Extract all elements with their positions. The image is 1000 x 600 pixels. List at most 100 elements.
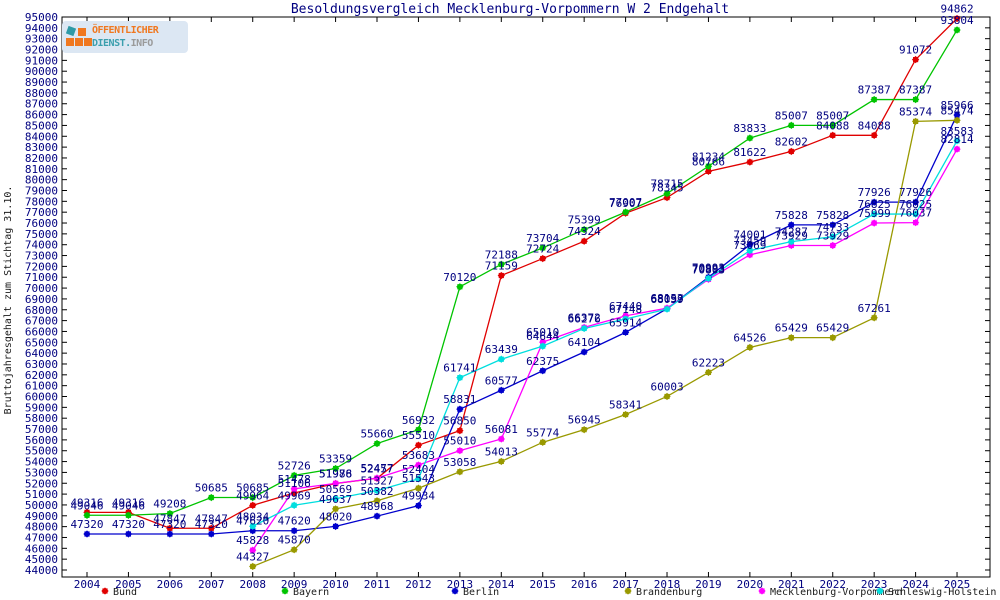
point-label-bayern: 50685 bbox=[195, 482, 228, 495]
point-label-bund: 49316 bbox=[112, 496, 145, 509]
point-label-bayern: 56932 bbox=[402, 414, 435, 427]
point-label-brandenburg: 56945 bbox=[568, 414, 601, 427]
point-label-bund: 78345 bbox=[650, 182, 683, 195]
point-label-berlin: 47320 bbox=[112, 518, 145, 531]
point-label-bayern: 52726 bbox=[278, 459, 311, 472]
point-label-mecklenburg-vorpommern: 51478 bbox=[278, 473, 311, 486]
y-tick-label: 48000 bbox=[25, 521, 58, 534]
x-tick-label: 2004 bbox=[74, 578, 101, 591]
data-point-mecklenburg-vorpommern bbox=[331, 479, 340, 488]
data-point-brandenburg bbox=[580, 425, 588, 434]
point-label-bayern: 83833 bbox=[733, 122, 766, 135]
y-tick-label: 65000 bbox=[25, 336, 58, 349]
point-label-bund: 47847 bbox=[153, 512, 186, 525]
data-point-mecklenburg-vorpommern bbox=[497, 435, 505, 443]
point-label-bayern: 85007 bbox=[816, 109, 849, 122]
legend-item-bund: Bund bbox=[101, 587, 137, 598]
logo-squares-icon bbox=[65, 25, 92, 49]
data-point-brandenburg bbox=[621, 410, 630, 419]
point-label-bund: 49964 bbox=[236, 489, 269, 502]
y-tick-label: 58000 bbox=[25, 412, 58, 425]
y-tick-label: 74000 bbox=[25, 239, 58, 252]
data-point-bund bbox=[539, 254, 547, 263]
data-point-bayern bbox=[456, 283, 464, 291]
series-line-mecklenburg-vorpommern bbox=[252, 148, 958, 551]
y-tick-label: 88000 bbox=[25, 87, 58, 100]
point-label-bund: 91072 bbox=[899, 44, 932, 57]
x-tick-label: 2006 bbox=[157, 578, 184, 591]
point-label-bund: 80766 bbox=[692, 155, 725, 168]
data-point-mecklenburg-vorpommern bbox=[456, 446, 464, 455]
data-point-schleswig-holstein bbox=[456, 373, 464, 382]
point-label-brandenburg: 85474 bbox=[940, 104, 973, 117]
point-label-berlin: 75828 bbox=[775, 209, 808, 222]
y-tick-label: 72000 bbox=[25, 260, 58, 273]
point-label-schleswig-holstein: 74733 bbox=[816, 221, 849, 234]
series-line-bayern bbox=[87, 29, 958, 516]
data-point-bayern bbox=[497, 260, 505, 269]
data-point-berlin bbox=[539, 367, 547, 375]
data-point-bund bbox=[953, 14, 961, 23]
point-label-brandenburg: 65429 bbox=[816, 322, 849, 335]
y-tick-label: 76000 bbox=[25, 217, 58, 230]
point-label-bund: 84088 bbox=[816, 119, 849, 132]
point-label-mecklenburg-vorpommern: 66372 bbox=[568, 311, 601, 324]
point-label-berlin: 68097 bbox=[650, 293, 683, 306]
point-label-bayern: 78715 bbox=[650, 178, 683, 191]
y-tick-label: 45000 bbox=[25, 553, 58, 566]
data-point-berlin bbox=[621, 328, 630, 337]
y-tick-label: 71000 bbox=[25, 271, 58, 284]
point-label-schleswig-holstein: 67148 bbox=[609, 303, 642, 316]
data-point-brandenburg bbox=[373, 497, 381, 505]
point-label-schleswig-holstein: 73459 bbox=[733, 235, 766, 248]
point-label-bayern: 49208 bbox=[153, 498, 186, 511]
point-label-mecklenburg-vorpommern: 67440 bbox=[609, 300, 642, 313]
point-label-schleswig-holstein: 49969 bbox=[278, 489, 311, 502]
y-tick-label: 59000 bbox=[25, 401, 58, 414]
point-label-bund: 94862 bbox=[940, 2, 973, 15]
y-tick-label: 90000 bbox=[25, 65, 58, 78]
data-point-schleswig-holstein bbox=[539, 342, 547, 350]
data-point-bayern bbox=[539, 244, 547, 252]
point-label-brandenburg: 60003 bbox=[650, 380, 683, 393]
point-label-berlin: 48020 bbox=[319, 510, 352, 523]
x-tick-label: 2016 bbox=[571, 578, 598, 591]
point-label-schleswig-holstein: 51327 bbox=[360, 475, 393, 488]
data-point-berlin bbox=[331, 522, 340, 531]
point-label-bund: 51976 bbox=[319, 468, 352, 481]
data-point-schleswig-holstein bbox=[580, 324, 588, 333]
x-tick-label: 2017 bbox=[612, 578, 639, 591]
x-tick-label: 2009 bbox=[281, 578, 308, 591]
point-label-brandenburg: 64526 bbox=[733, 331, 766, 344]
data-point-bayern bbox=[414, 426, 423, 434]
data-point-berlin bbox=[787, 221, 795, 229]
data-point-mecklenburg-vorpommern bbox=[870, 219, 878, 227]
x-tick-label: 2023 bbox=[861, 578, 888, 591]
y-tick-label: 87000 bbox=[25, 98, 58, 111]
point-label-brandenburg: 53058 bbox=[443, 456, 476, 469]
data-point-brandenburg bbox=[290, 546, 298, 554]
y-tick-label: 85000 bbox=[25, 119, 58, 132]
marker-layer bbox=[83, 14, 961, 571]
legend-marker-bayern bbox=[281, 587, 289, 595]
data-point-bund bbox=[829, 131, 837, 139]
legend-item-berlin: Berlin bbox=[451, 587, 499, 598]
data-point-schleswig-holstein bbox=[497, 355, 505, 363]
point-label-mecklenburg-vorpommern: 76037 bbox=[899, 207, 932, 220]
data-point-bund bbox=[456, 426, 464, 435]
x-tick-label: 2018 bbox=[654, 578, 681, 591]
point-label-brandenburg: 54013 bbox=[485, 445, 518, 458]
point-label-schleswig-holstein: 52404 bbox=[402, 463, 435, 476]
data-point-bayern bbox=[621, 208, 630, 216]
point-label-brandenburg: 50382 bbox=[360, 485, 393, 498]
point-label-brandenburg: 67261 bbox=[858, 302, 891, 315]
data-point-bayern bbox=[373, 439, 381, 448]
point-label-bayern: 55660 bbox=[360, 428, 393, 441]
data-point-schleswig-holstein bbox=[373, 486, 381, 495]
data-point-berlin bbox=[207, 530, 215, 538]
point-label-mecklenburg-vorpommern: 82814 bbox=[940, 133, 973, 146]
point-label-berlin: 47620 bbox=[278, 515, 311, 528]
data-point-berlin bbox=[414, 501, 423, 510]
point-label-mecklenburg-vorpommern: 75999 bbox=[858, 207, 891, 220]
point-label-berlin: 77926 bbox=[899, 186, 932, 199]
